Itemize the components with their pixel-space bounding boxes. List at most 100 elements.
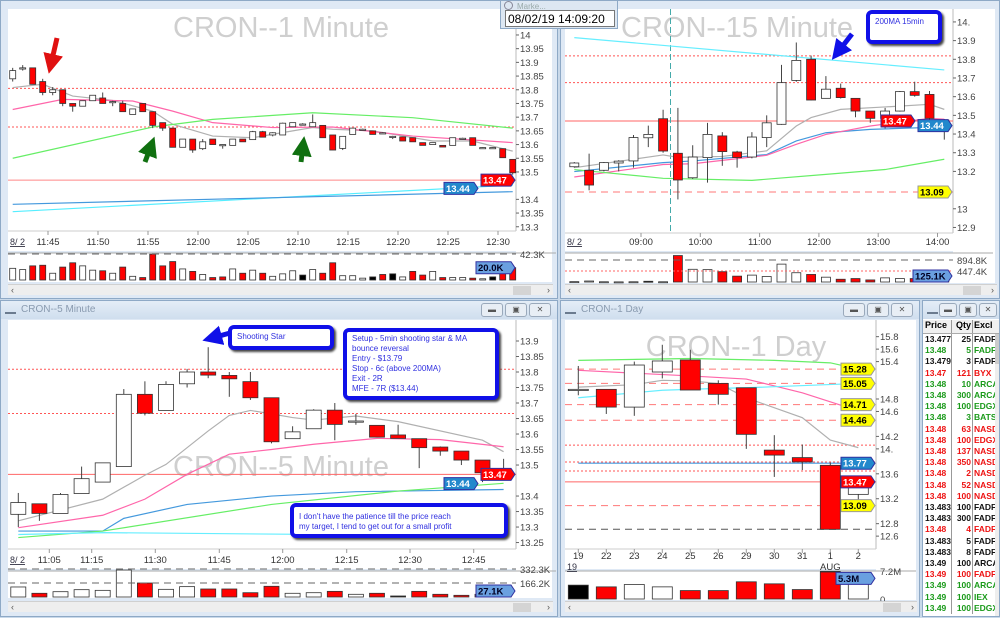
time-label: 25 xyxy=(685,551,696,562)
volume-bar xyxy=(69,262,77,281)
trade-price: 13.48 xyxy=(923,345,952,357)
volume-bar xyxy=(761,276,772,283)
volume-bar xyxy=(279,273,287,281)
minimize-button[interactable]: ▬ xyxy=(843,303,865,317)
candle-down xyxy=(259,131,267,138)
volume-bar xyxy=(136,582,153,598)
trade-row: 13.49 100 ARCA xyxy=(923,558,999,570)
price-layer xyxy=(565,9,953,233)
window-titlebar[interactable]: CRON--1 Day ▬ ▣ ✕ xyxy=(561,301,919,319)
volume-bar xyxy=(569,281,580,284)
candle-up xyxy=(479,147,487,150)
price-tag xyxy=(917,185,953,199)
annotation-text: Shooting Star xyxy=(237,332,286,341)
candle-up xyxy=(623,364,645,408)
chart-watermark: CRON--5 Minute xyxy=(173,451,389,483)
trade-qty: 3 xyxy=(952,356,973,368)
volume-tag-label: 27.1K xyxy=(478,587,503,598)
trade-price: 13.48 xyxy=(923,378,952,390)
trade-row: 13.48 300 ARCA xyxy=(923,390,999,402)
volume-bar xyxy=(479,278,487,281)
maximize-button[interactable]: ▣ xyxy=(867,303,889,317)
maximize-button[interactable]: ▣ xyxy=(959,303,977,317)
candle-up xyxy=(73,478,90,494)
trade-price: 13.48 xyxy=(923,490,952,502)
setup-line: Setup - 5min shooting star & MA xyxy=(352,334,468,343)
price-tag-label: 13.44 xyxy=(446,184,470,195)
trade-exchange: NASD xyxy=(974,457,997,468)
volume-bar xyxy=(79,265,87,281)
price-tick-label: 13.65 xyxy=(520,126,544,137)
minimize-button[interactable]: ▬ xyxy=(481,303,503,317)
volume-bar xyxy=(369,592,385,598)
time-label: 12:00 xyxy=(271,555,295,566)
candle-up xyxy=(179,138,187,148)
column-header-exchange[interactable]: Excl xyxy=(974,320,993,330)
horizontal-scrollbar[interactable]: ‹ › xyxy=(8,284,553,295)
candle-up xyxy=(229,138,237,146)
candle-up xyxy=(10,502,27,515)
candle-up xyxy=(347,420,364,423)
time-label: 12:00 xyxy=(186,237,210,248)
volume-bar xyxy=(411,590,428,598)
window-titlebar[interactable]: CRON--5 Minute ▬ ▣ ✕ xyxy=(1,301,557,319)
chart-1-day[interactable]: CRON--1 Day 15.815.615.414.814.614.214.13… xyxy=(561,301,921,618)
time-label: 11:00 xyxy=(748,237,771,248)
candle-up xyxy=(489,147,497,150)
time-label: 12:10 xyxy=(286,237,310,248)
chart-app-icon xyxy=(5,305,16,314)
minimize-button[interactable]: ▬ xyxy=(939,303,957,317)
time-label: 11:45 xyxy=(36,237,59,248)
volume-bar xyxy=(19,269,27,281)
volume-bar xyxy=(791,589,813,600)
candle-up xyxy=(702,134,713,158)
close-button[interactable]: ✕ xyxy=(891,303,913,317)
volume-bar xyxy=(835,278,846,283)
trade-price: 13.48 xyxy=(923,479,952,491)
time-label: 12:15 xyxy=(336,237,360,248)
candle-up xyxy=(359,128,367,131)
price-tick-label: 13.2 xyxy=(957,167,976,178)
chart-1-minute[interactable]: CRON--1 Minute 14 13.95 13.9 13.85 13.8 13.75 1… xyxy=(1,1,559,300)
volume-bar xyxy=(432,593,449,598)
annotation-patience: I don't have the patience till the price… xyxy=(290,503,508,538)
candle-down xyxy=(791,457,813,463)
moving-average-line xyxy=(578,369,859,412)
price-tick-label: 13.3 xyxy=(520,222,539,233)
volume-bar xyxy=(89,269,97,281)
volume-bar xyxy=(419,274,427,281)
horizontal-scrollbar[interactable]: ‹ › xyxy=(8,601,553,612)
price-tick-label: 12.8 xyxy=(880,519,899,530)
candle-up xyxy=(249,131,257,141)
candle-up xyxy=(89,94,97,102)
horizontal-scrollbar[interactable]: ‹ › xyxy=(565,601,917,612)
trade-row: 13.48 100 EDGX xyxy=(923,434,999,446)
price-tick-label: 13.85 xyxy=(520,352,544,363)
close-button[interactable]: ✕ xyxy=(979,303,997,317)
trade-price: 13.4837 xyxy=(925,513,952,525)
volume-bar xyxy=(673,255,683,283)
volume-bar xyxy=(115,569,132,598)
candle-down xyxy=(850,97,861,112)
price-tick-label: 13.6 xyxy=(957,92,976,103)
trade-exchange: NASD xyxy=(974,446,997,456)
volume-plot-area xyxy=(8,571,516,598)
column-header-qty[interactable]: Qty xyxy=(952,320,973,333)
price-tick-label: 13.6 xyxy=(880,469,899,480)
horizontal-scrollbar[interactable]: ‹ › xyxy=(565,284,997,295)
maximize-button[interactable]: ▣ xyxy=(505,303,527,317)
trade-exchange: FADF xyxy=(974,334,997,344)
chart-15-minute[interactable]: CRON--15 Minute 14. 13.9 13.8 13.7 13.6 13.5 13… xyxy=(561,1,1000,300)
close-button[interactable]: ✕ xyxy=(529,303,551,317)
candle-up xyxy=(199,141,207,150)
vertical-scrollbar[interactable] xyxy=(995,334,999,616)
candle-down xyxy=(909,91,920,96)
column-header-price[interactable]: Price xyxy=(923,320,952,333)
trade-price: 13.4837 xyxy=(925,502,952,514)
trade-price: 13.4839 xyxy=(925,535,952,547)
window-titlebar[interactable]: ▬ ▣ ✕ xyxy=(923,301,999,319)
candle-up xyxy=(129,108,137,115)
volume-bar xyxy=(319,272,327,281)
candle-up xyxy=(379,132,387,135)
candle-up xyxy=(49,89,57,93)
